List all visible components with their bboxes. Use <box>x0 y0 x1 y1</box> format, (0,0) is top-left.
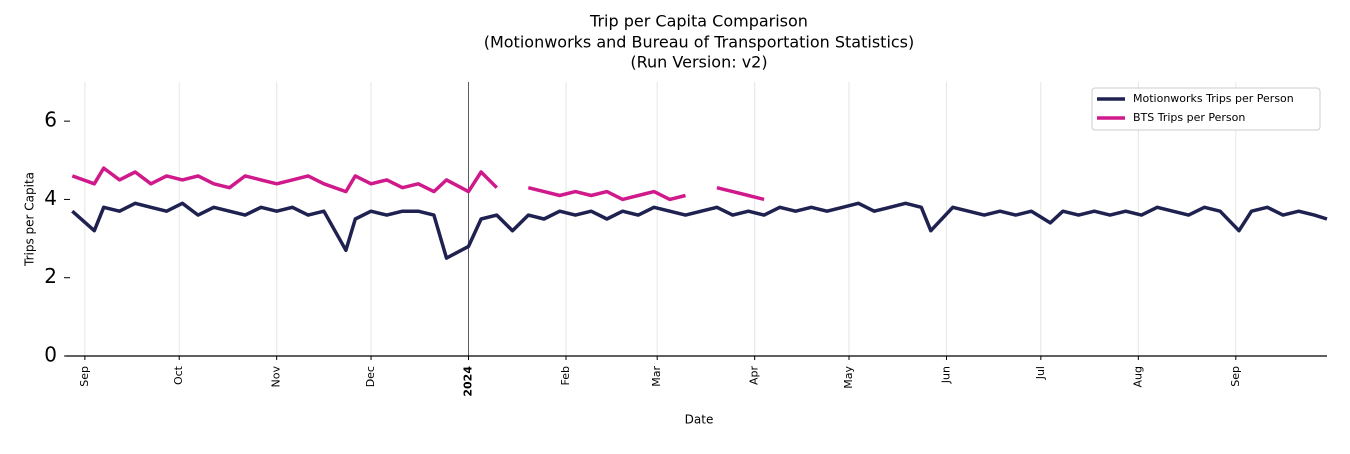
data-line <box>71 166 765 202</box>
x-tick-label: Jun <box>939 366 952 384</box>
x-tick-label: Sep <box>78 366 91 387</box>
legend-label: BTS Trips per Person <box>1133 111 1245 124</box>
y-axis-label: Trips per Capita <box>23 172 37 267</box>
x-tick-label: Mar <box>650 366 663 387</box>
y-tick-label: 0 <box>44 343 57 367</box>
legend-label: Motionworks Trips per Person <box>1133 92 1294 105</box>
x-tick-label: Oct <box>172 365 185 385</box>
y-tick-label: 4 <box>44 186 57 210</box>
chart-title: (Motionworks and Bureau of Transportatio… <box>484 33 915 52</box>
legend-box <box>1091 87 1321 131</box>
chart-title: (Run Version: v2) <box>630 53 767 72</box>
x-tick-label: Nov <box>270 366 283 388</box>
x-tick-label: Dec <box>364 366 377 387</box>
x-tick-label: Sep <box>1229 366 1242 387</box>
x-tick-label: May <box>842 366 855 389</box>
y-tick-label: 6 <box>44 108 57 132</box>
data-line <box>71 201 1328 260</box>
x-tick-label: 2024 <box>462 366 475 397</box>
x-tick-label: Aug <box>1131 366 1144 387</box>
chart-title: Trip per Capita Comparison <box>589 12 808 31</box>
x-tick-label: Apr <box>748 366 761 386</box>
x-tick-label: Jul <box>1034 366 1047 380</box>
x-tick-label: Feb <box>559 366 572 385</box>
y-tick-label: 2 <box>44 264 57 288</box>
x-axis-label: Date <box>685 413 714 427</box>
